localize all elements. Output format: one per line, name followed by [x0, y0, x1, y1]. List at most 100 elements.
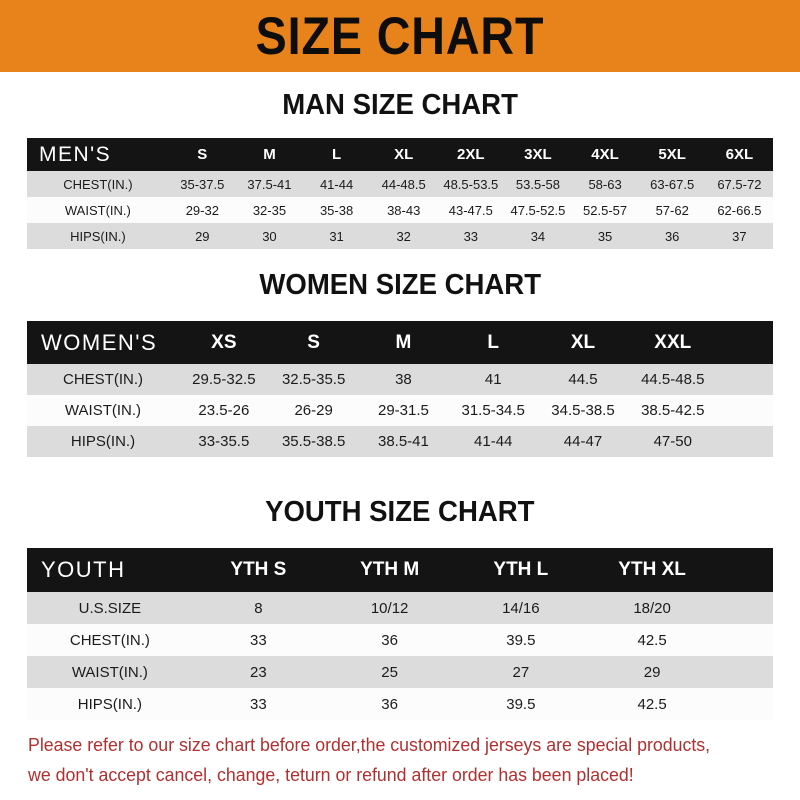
table-spacer-cell — [717, 321, 773, 364]
youth-row-label-2: WAIST(IN.) — [27, 656, 193, 688]
women-table-body: WOMEN'S XS S M L XL XXL CHEST(IN.) 29.5-32.5 32.5… — [27, 321, 773, 457]
youth-column-header-3: YTH XL — [586, 548, 718, 592]
youth-column-header-1: YTH M — [324, 548, 456, 592]
men-column-header-4: 2XL — [437, 138, 505, 171]
women-cell-1-4: 34.5-38.5 — [538, 395, 628, 426]
women-cell-2-1: 35.5-38.5 — [268, 426, 359, 457]
youth-cell-3-1: 36 — [324, 688, 456, 720]
men-cell-2-4: 33 — [437, 223, 505, 249]
men-column-header-8: 6XL — [705, 138, 773, 171]
men-row-label-2: HIPS(IN.) — [27, 223, 169, 249]
men-cell-0-6: 58-63 — [571, 171, 639, 197]
men-cell-0-5: 53.5-58 — [504, 171, 572, 197]
table-row: CHEST(IN.) 29.5-32.5 32.5-35.5 38 41 44.5 44.5… — [27, 364, 773, 395]
women-cell-2-5: 47-50 — [627, 426, 718, 457]
men-cell-0-8: 67.5-72 — [705, 171, 773, 197]
men-size-table: MEN'S S M L XL 2XL 3XL 4XL 5XL 6XL CHEST(IN.) 35-37… — [27, 138, 773, 249]
page-title: SIZE CHART — [255, 6, 545, 66]
table-spacer-cell — [717, 624, 773, 656]
youth-cell-0-3: 18/20 — [586, 592, 718, 624]
men-column-header-7: 5XL — [638, 138, 706, 171]
youth-row-label-1: CHEST(IN.) — [27, 624, 193, 656]
women-cell-0-2: 38 — [358, 364, 449, 395]
youth-column-header-0: YTH S — [192, 548, 324, 592]
youth-cell-2-0: 23 — [192, 656, 324, 688]
men-cell-1-0: 29-32 — [168, 197, 236, 223]
youth-table-header-label: YOUTH — [27, 548, 193, 592]
women-cell-2-4: 44-47 — [538, 426, 628, 457]
youth-table-body: YOUTH YTH S YTH M YTH L YTH XL U.S.SIZE 8 10/12… — [27, 548, 773, 720]
table-spacer-cell — [717, 688, 773, 720]
youth-cell-3-0: 33 — [192, 688, 324, 720]
women-cell-2-2: 38.5-41 — [358, 426, 449, 457]
youth-cell-1-3: 42.5 — [586, 624, 718, 656]
men-row-label-0: CHEST(IN.) — [27, 171, 169, 197]
women-column-header-0: XS — [178, 321, 269, 364]
men-cell-2-0: 29 — [168, 223, 236, 249]
youth-cell-3-2: 39.5 — [455, 688, 587, 720]
women-row-label-0: CHEST(IN.) — [27, 364, 179, 395]
women-column-header-4: XL — [538, 321, 628, 364]
table-spacer-cell — [717, 656, 773, 688]
table-row: HIPS(IN.) 29 30 31 32 33 34 35 36 37 — [27, 223, 773, 249]
men-column-header-5: 3XL — [504, 138, 572, 171]
order-disclaimer-line-1: Please refer to our size chart before or… — [28, 734, 711, 755]
men-cell-0-3: 44-48.5 — [370, 171, 438, 197]
table-row: CHEST(IN.) 33 36 39.5 42.5 — [27, 624, 773, 656]
men-cell-2-7: 36 — [638, 223, 706, 249]
men-row-label-1: WAIST(IN.) — [27, 197, 169, 223]
youth-section-title: YOUTH SIZE CHART — [0, 497, 800, 527]
youth-cell-0-2: 14/16 — [455, 592, 587, 624]
table-row: HIPS(IN.) 33-35.5 35.5-38.5 38.5-41 41-44 44-… — [27, 426, 773, 457]
women-section-title: WOMEN SIZE CHART — [0, 270, 800, 300]
women-cell-2-0: 33-35.5 — [178, 426, 269, 457]
women-table-header-row: WOMEN'S XS S M L XL XXL — [27, 321, 773, 364]
men-column-header-2: L — [303, 138, 371, 171]
men-column-header-0: S — [168, 138, 236, 171]
men-table-header-label: MEN'S — [27, 138, 169, 171]
women-cell-0-3: 41 — [448, 364, 539, 395]
order-disclaimer-line-2: we don't accept cancel, change, teturn o… — [28, 764, 634, 785]
table-spacer-cell — [717, 364, 773, 395]
table-row: WAIST(IN.) 23 25 27 29 — [27, 656, 773, 688]
women-cell-0-1: 32.5-35.5 — [268, 364, 359, 395]
men-cell-2-3: 32 — [370, 223, 438, 249]
men-column-header-1: M — [235, 138, 303, 171]
women-column-header-5: XXL — [627, 321, 718, 364]
youth-cell-2-2: 27 — [455, 656, 587, 688]
youth-column-header-2: YTH L — [455, 548, 587, 592]
youth-section-title-text: YOUTH SIZE CHART — [265, 496, 535, 528]
men-cell-0-4: 48.5-53.5 — [437, 171, 505, 197]
women-column-header-2: M — [358, 321, 449, 364]
men-cell-2-8: 37 — [705, 223, 773, 249]
men-cell-1-4: 43-47.5 — [437, 197, 505, 223]
women-cell-0-4: 44.5 — [538, 364, 628, 395]
men-cell-0-0: 35-37.5 — [168, 171, 236, 197]
youth-cell-1-2: 39.5 — [455, 624, 587, 656]
table-spacer-cell — [717, 592, 773, 624]
women-table-header-label: WOMEN'S — [27, 321, 179, 364]
women-size-table: WOMEN'S XS S M L XL XXL CHEST(IN.) 29.5-32.5 32.5… — [27, 321, 773, 457]
women-cell-1-1: 26-29 — [268, 395, 359, 426]
men-cell-2-5: 34 — [504, 223, 572, 249]
table-spacer-cell — [717, 395, 773, 426]
women-cell-0-0: 29.5-32.5 — [178, 364, 269, 395]
men-column-header-3: XL — [370, 138, 438, 171]
youth-cell-2-1: 25 — [324, 656, 456, 688]
men-cell-2-6: 35 — [571, 223, 639, 249]
men-cell-1-5: 47.5-52.5 — [504, 197, 572, 223]
youth-cell-0-1: 10/12 — [324, 592, 456, 624]
table-row: WAIST(IN.) 23.5-26 26-29 29-31.5 31.5-34.5 34… — [27, 395, 773, 426]
youth-cell-3-3: 42.5 — [586, 688, 718, 720]
page-banner: SIZE CHART — [0, 0, 800, 72]
youth-row-label-3: HIPS(IN.) — [27, 688, 193, 720]
table-row: CHEST(IN.) 35-37.5 37.5-41 41-44 44-48.5 48.5… — [27, 171, 773, 197]
men-cell-1-6: 52.5-57 — [571, 197, 639, 223]
men-cell-2-1: 30 — [235, 223, 303, 249]
women-column-header-3: L — [448, 321, 539, 364]
men-cell-1-8: 62-66.5 — [705, 197, 773, 223]
men-cell-1-7: 57-62 — [638, 197, 706, 223]
men-cell-1-3: 38-43 — [370, 197, 438, 223]
women-row-label-1: WAIST(IN.) — [27, 395, 179, 426]
